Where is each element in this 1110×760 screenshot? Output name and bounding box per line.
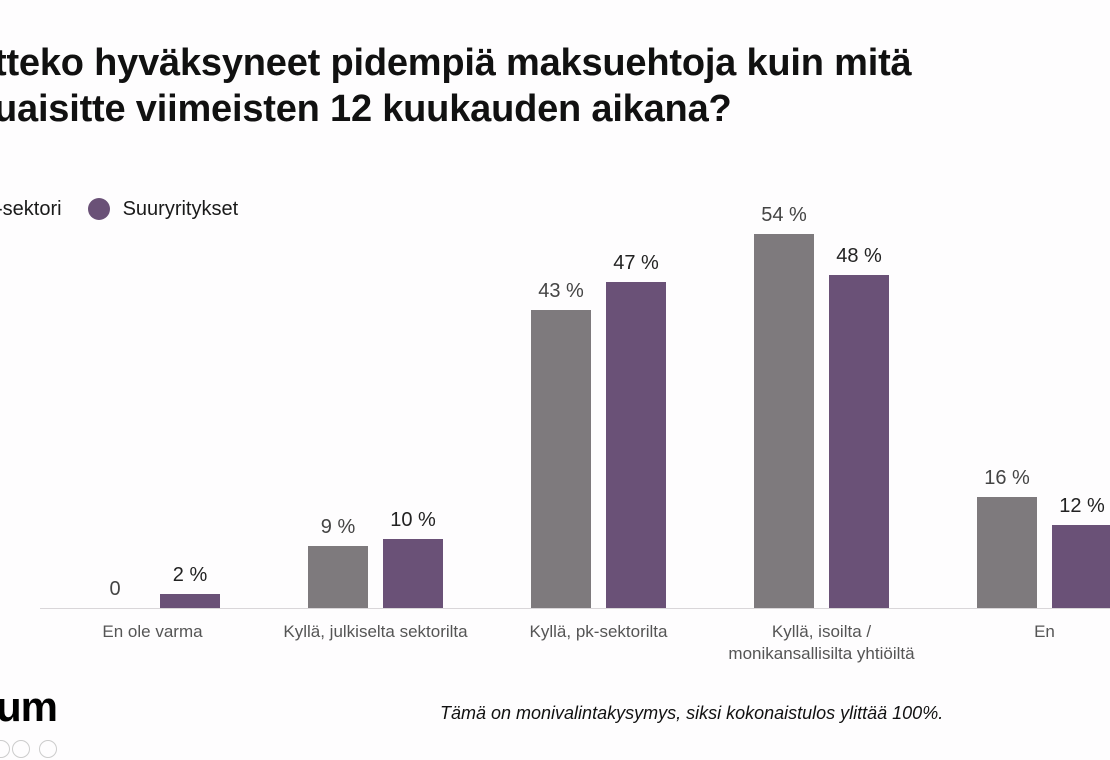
data-label: 48 % (836, 245, 882, 267)
bar (606, 282, 666, 608)
data-label: 43 % (538, 280, 584, 302)
chart-title: tteko hyväksyneet pidempiä maksuehtoja k… (0, 42, 912, 130)
data-label: 9 % (320, 516, 356, 538)
legend-item-suuryritykset: Suuryritykset (87, 197, 239, 221)
bar-chart: 0 2 % En ole varma 9 % 10 % Kyllä, julkiselta… (40, 204, 1110, 663)
bar (829, 275, 889, 608)
data-label: 10 % (390, 509, 436, 531)
slide-view-icon[interactable] (12, 740, 30, 758)
bar (1052, 525, 1110, 608)
slide-control-icon[interactable] (0, 740, 10, 758)
data-label: 16 % (984, 467, 1030, 489)
data-label: 0 (109, 578, 121, 600)
bar (308, 546, 368, 608)
category-label: Kyllä, julkiselta sektorilta (283, 622, 468, 641)
category-label: Kyllä, pk-sektorilta (529, 622, 668, 641)
category-label: En ole varma (102, 622, 203, 641)
bar (383, 539, 443, 608)
bar (977, 497, 1037, 608)
legend-item-sektori: -sektori (0, 198, 62, 221)
footnote: Tämä on monivalintakysymys, siksi kokona… (440, 703, 944, 723)
slide-more-icon[interactable] (39, 740, 57, 758)
legend-dot-icon (87, 198, 110, 220)
bar (754, 234, 814, 608)
category-label: Kyllä, isoilta / monikansallisilta yhtiö… (728, 622, 915, 663)
data-label: 2 % (172, 564, 208, 586)
bar (531, 310, 591, 608)
data-label: 47 % (613, 252, 659, 274)
legend: -sektori Suuryritykset (0, 194, 264, 224)
data-label: 54 % (761, 204, 807, 226)
logo: um (0, 683, 58, 730)
bar (160, 594, 220, 608)
category-label: En (1034, 622, 1055, 641)
data-label: 12 % (1059, 495, 1105, 517)
x-axis-line (40, 608, 1110, 609)
legend-label-suuryritykset: Suuryritykset (122, 197, 239, 220)
legend-label-sektori: -sektori (0, 197, 62, 220)
